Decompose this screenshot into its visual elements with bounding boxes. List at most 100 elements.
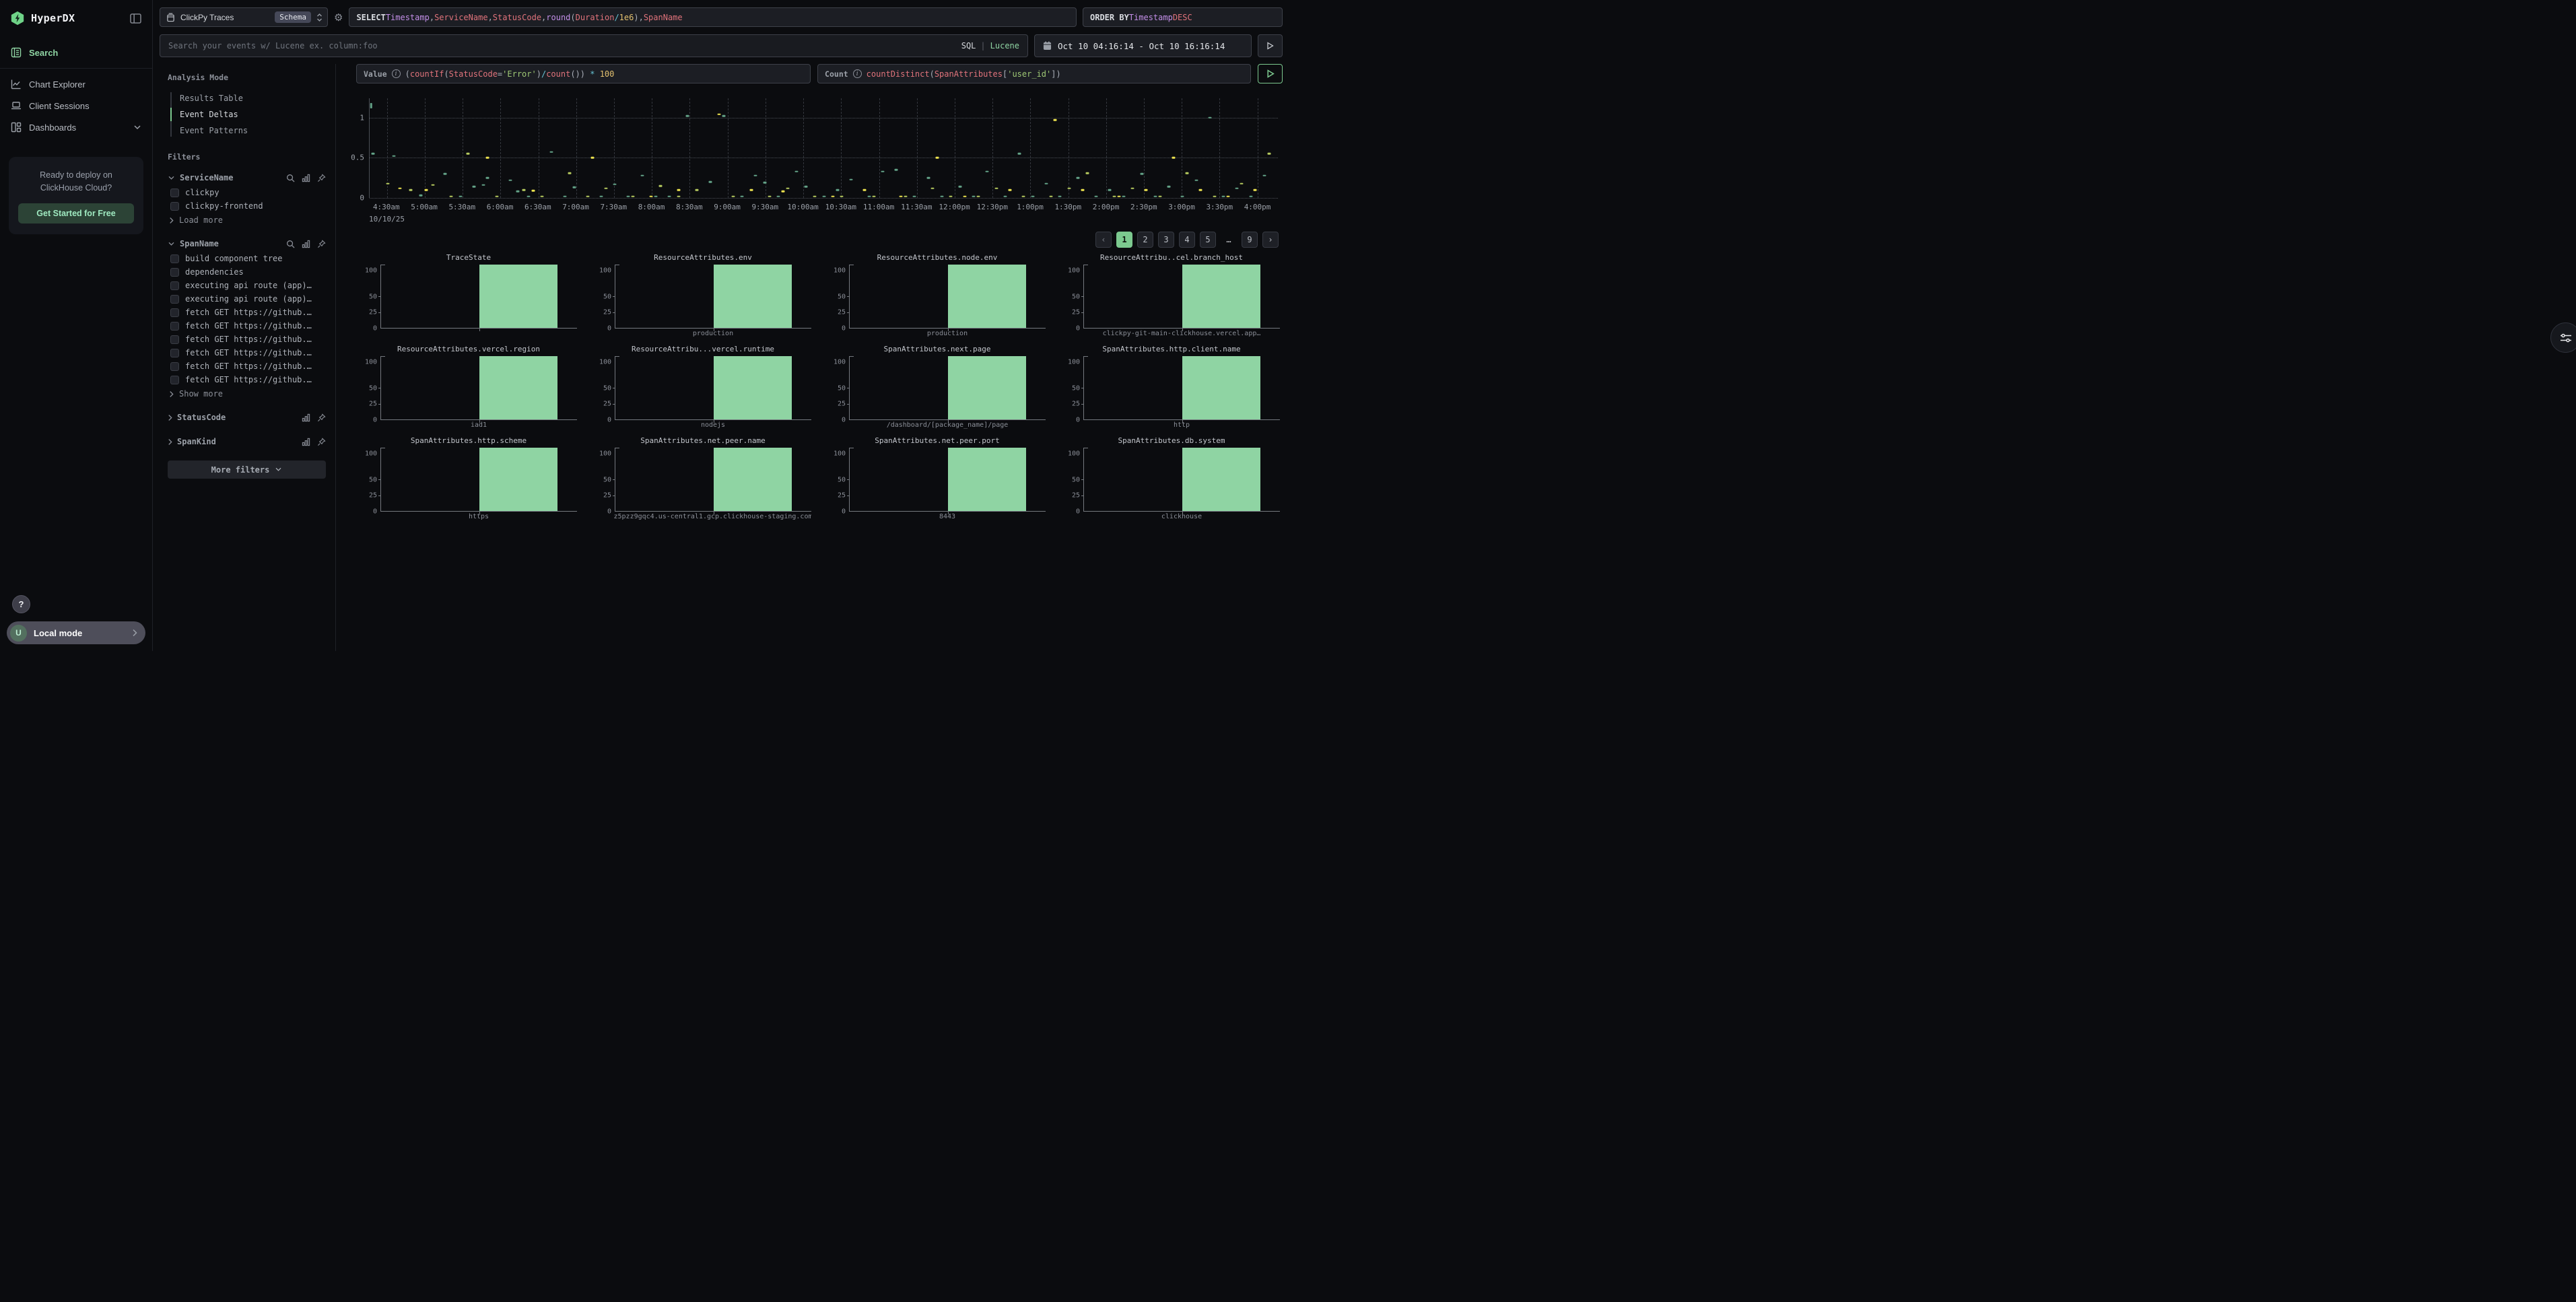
filter-more-link[interactable]: Show more: [168, 386, 326, 401]
filter-value-label: clickpy-frontend: [185, 201, 263, 211]
dashboards-icon: [11, 122, 22, 133]
chart-icon[interactable]: [302, 174, 310, 182]
filter-value-row[interactable]: fetch GET https://github.…: [168, 319, 326, 333]
analysis-mode-list: Results Table Event Deltas Event Patterns: [170, 90, 326, 139]
mode-lucene[interactable]: Lucene: [990, 41, 1019, 50]
filter-checkbox[interactable]: [170, 254, 179, 263]
mini-chart-body: 100 50 25 0: [360, 265, 577, 333]
pagination-page[interactable]: 1: [1116, 232, 1132, 248]
date-range-picker[interactable]: Oct 10 04:16:14 - Oct 10 16:16:14: [1034, 34, 1252, 57]
x-tick-label: 7:00am: [562, 203, 589, 211]
pin-icon[interactable]: [317, 173, 326, 182]
pagination-prev[interactable]: ‹: [1095, 232, 1112, 248]
event-deltas-chart[interactable]: 1 0.5 0: [351, 98, 1278, 203]
filter-group-header-SpanName[interactable]: SpanName: [168, 236, 326, 252]
filter-more-link[interactable]: Load more: [168, 213, 326, 228]
sidebar-item-dashboards[interactable]: Dashboards: [0, 116, 152, 138]
filter-group-header-ServiceName[interactable]: ServiceName: [168, 170, 326, 186]
search-run-button[interactable]: [1258, 34, 1283, 57]
analysis-mode-item[interactable]: Event Patterns: [180, 126, 248, 135]
filter-value-row[interactable]: fetch GET https://github.…: [168, 306, 326, 319]
filter-checkbox[interactable]: [170, 267, 179, 277]
mini-chart-y-axis: 100 50 25 0: [1063, 265, 1083, 332]
filter-checkbox[interactable]: [170, 188, 179, 197]
pagination-page[interactable]: 4: [1179, 232, 1195, 248]
filter-value-row[interactable]: fetch GET https://github.…: [168, 373, 326, 386]
more-filters-button[interactable]: More filters: [168, 460, 326, 479]
delta-mark: [1044, 182, 1048, 184]
nav-divider: [0, 68, 152, 69]
get-started-button[interactable]: Get Started for Free: [18, 203, 134, 224]
mini-chart: SpanAttributes.db.system 100 50 25 0 clickhou…: [1063, 436, 1280, 528]
gear-icon[interactable]: ⚙: [334, 11, 343, 24]
filter-checkbox[interactable]: [170, 335, 179, 344]
database-icon: [166, 13, 175, 22]
pin-icon[interactable]: [317, 437, 326, 446]
source-selector[interactable]: ClickPy Traces Schema: [160, 7, 328, 27]
filter-value-row[interactable]: fetch GET https://github.…: [168, 359, 326, 373]
filter-checkbox[interactable]: [170, 294, 179, 304]
sql-select-input[interactable]: SELECT Timestamp, ServiceName, StatusCod…: [349, 7, 1077, 27]
sidebar-item-chart-explorer[interactable]: Chart Explorer: [0, 73, 152, 95]
filter-checkbox[interactable]: [170, 375, 179, 384]
delta-mark: [1058, 195, 1062, 197]
pagination-page[interactable]: 2: [1137, 232, 1153, 248]
help-button[interactable]: ?: [12, 595, 30, 613]
delta-mark: [731, 195, 735, 197]
analysis-mode-item[interactable]: Results Table: [180, 94, 243, 103]
mode-sql[interactable]: SQL: [961, 41, 976, 50]
delta-mark: [1021, 195, 1025, 197]
chart-icon[interactable]: [302, 413, 310, 422]
sidebar-item-client-sessions[interactable]: Client Sessions: [0, 95, 152, 116]
filter-checkbox[interactable]: [170, 321, 179, 331]
mini-chart-body: 100 50 25 0: [829, 356, 1046, 424]
mini-x-label: 8443: [939, 513, 956, 520]
chart-icon[interactable]: [302, 240, 310, 248]
filter-value-row[interactable]: clickpy: [168, 186, 326, 199]
code-token: countDistinct: [866, 69, 930, 79]
value-expression-input[interactable]: Value i (countIf(StatusCode='Error')/cou…: [356, 64, 811, 83]
sidebar-collapse-icon[interactable]: [130, 13, 141, 24]
filter-value-row[interactable]: executing api route (app)…: [168, 279, 326, 292]
filter-value-row[interactable]: executing api route (app)…: [168, 292, 326, 306]
delta-mark: [894, 168, 898, 171]
filter-checkbox[interactable]: [170, 281, 179, 290]
filter-value-row[interactable]: dependencies: [168, 265, 326, 279]
delta-mark: [1158, 195, 1162, 197]
x-tick-label: 3:00pm: [1168, 203, 1195, 211]
order-by-input[interactable]: ORDER BY Timestamp DESC: [1083, 7, 1283, 27]
filter-checkbox[interactable]: [170, 348, 179, 357]
filter-checkbox[interactable]: [170, 201, 179, 211]
sidebar-item-search[interactable]: Search: [0, 42, 152, 63]
chevron-right-icon: [169, 217, 174, 224]
chart-settings-fab[interactable]: [2550, 322, 2576, 353]
pagination-page[interactable]: 5: [1200, 232, 1216, 248]
mini-chart-bar: [947, 356, 1026, 419]
pin-icon[interactable]: [317, 413, 326, 422]
run-query-button[interactable]: [1258, 64, 1283, 83]
delta-mark: [768, 195, 772, 197]
filter-value-row[interactable]: clickpy-frontend: [168, 199, 326, 213]
search-input[interactable]: Search your events w/ Lucene ex. column:…: [160, 34, 1028, 57]
filter-value-row[interactable]: build component tree: [168, 252, 326, 265]
search-icon[interactable]: [286, 240, 295, 248]
count-expression-input[interactable]: Count i countDistinct(SpanAttributes['us…: [817, 64, 1251, 83]
pagination-page[interactable]: 9: [1242, 232, 1258, 248]
local-mode-button[interactable]: U Local mode: [7, 621, 145, 644]
filter-group-header-StatusCode[interactable]: StatusCode: [168, 409, 326, 425]
search-icon[interactable]: [286, 174, 295, 182]
chart-icon[interactable]: [302, 438, 310, 446]
filter-value-row[interactable]: fetch GET https://github.…: [168, 346, 326, 359]
mini-chart-title: SpanAttributes.http.client.name: [1102, 345, 1241, 353]
pin-icon[interactable]: [317, 239, 326, 248]
analysis-mode-item[interactable]: Event Deltas: [170, 106, 326, 123]
pagination-next[interactable]: ›: [1262, 232, 1279, 248]
mini-chart-x-axis: https: [380, 512, 577, 522]
filter-checkbox[interactable]: [170, 362, 179, 371]
filter-group-header-SpanKind[interactable]: SpanKind: [168, 434, 326, 450]
filter-value-row[interactable]: fetch GET https://github.…: [168, 333, 326, 346]
delta-mark: [540, 195, 544, 197]
pagination-page[interactable]: 3: [1158, 232, 1174, 248]
filter-checkbox[interactable]: [170, 308, 179, 317]
mini-y-tick-label: 50: [368, 384, 377, 392]
